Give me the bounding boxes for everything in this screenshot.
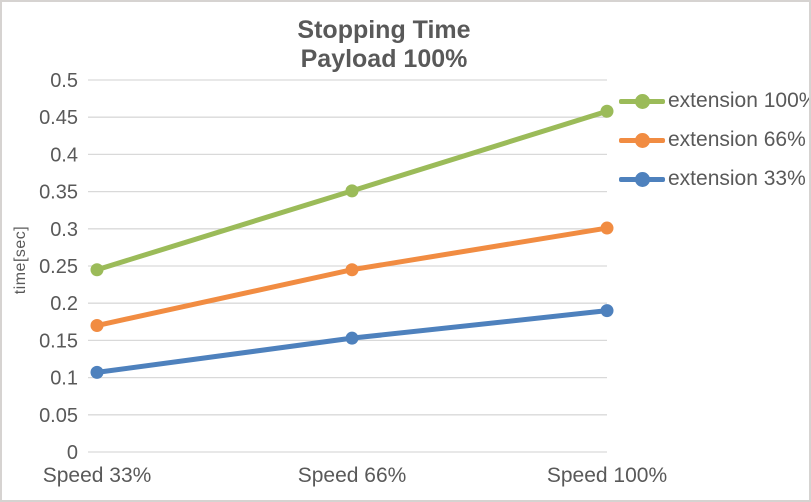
y-axis-title: time[sec] — [12, 225, 29, 295]
legend-line-marker-icon — [619, 93, 665, 109]
y-tick-label: 0.4 — [50, 144, 78, 166]
data-point — [90, 263, 104, 277]
y-tick-label: 0.1 — [50, 368, 78, 390]
legend-label: extension 33% — [668, 167, 806, 190]
y-tick-label: 0.3 — [50, 219, 78, 241]
x-tick-label: Speed 66% — [298, 464, 407, 487]
legend-line-marker-icon — [619, 171, 665, 187]
data-point — [90, 319, 104, 333]
y-tick-label: 0.2 — [50, 293, 78, 315]
x-tick-label: Speed 33% — [43, 464, 152, 487]
x-tick-label: Speed 100% — [547, 464, 667, 487]
data-point — [345, 184, 359, 198]
chart-subtitle: Payload 100% — [300, 45, 468, 73]
y-tick-label: 0.05 — [39, 405, 78, 427]
series-line-extension-66- — [94, 225, 610, 329]
legend-item-extension-66: extension 66% — [619, 127, 809, 153]
legend-item-extension-33: extension 33% — [619, 166, 809, 192]
legend-item-extension-100: extension 100% — [619, 88, 811, 114]
y-tick-label: 0.15 — [39, 330, 78, 352]
data-point — [600, 304, 614, 318]
data-point — [600, 221, 614, 235]
data-point — [345, 263, 359, 277]
y-tick-label: 0 — [67, 442, 78, 464]
data-point — [600, 104, 614, 118]
legend-label: extension 66% — [668, 128, 806, 151]
data-point — [345, 331, 359, 345]
legend-line-marker-icon — [619, 132, 665, 148]
legend: extension 100% extension 66% extension 3… — [619, 88, 811, 192]
y-tick-label: 0.35 — [39, 182, 78, 204]
data-point — [90, 365, 104, 379]
legend-label: extension 100% — [668, 89, 811, 112]
y-tick-label: 0.5 — [50, 70, 78, 92]
y-tick-label: 0.25 — [39, 256, 78, 278]
chart-title-block: Stopping Time Payload 100% — [2, 16, 766, 74]
chart-title: Stopping Time — [297, 16, 471, 44]
y-tick-label: 0.45 — [39, 107, 78, 129]
